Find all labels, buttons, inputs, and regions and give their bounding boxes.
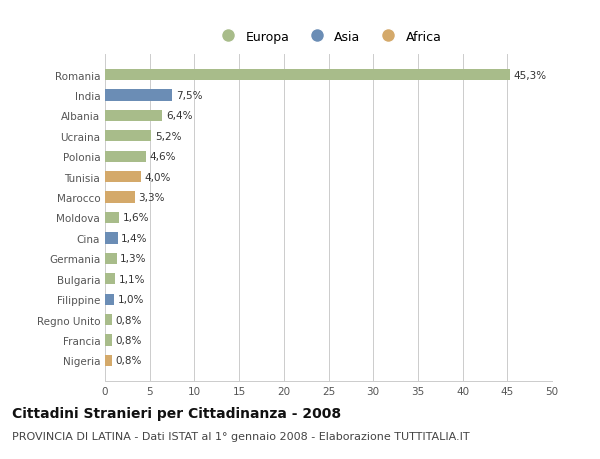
Text: 5,2%: 5,2% [155,132,182,141]
Text: 3,3%: 3,3% [138,193,164,203]
Text: 4,0%: 4,0% [145,172,171,182]
Bar [105,253,116,264]
Bar [105,294,114,305]
Text: 1,0%: 1,0% [118,295,144,304]
Bar [105,335,112,346]
Legend: Europa, Asia, Africa: Europa, Asia, Africa [211,25,446,48]
Text: 1,1%: 1,1% [118,274,145,284]
Text: 0,8%: 0,8% [116,335,142,345]
Bar [105,274,115,285]
Text: 4,6%: 4,6% [150,152,176,162]
Bar [105,314,112,325]
Text: PROVINCIA DI LATINA - Dati ISTAT al 1° gennaio 2008 - Elaborazione TUTTITALIA.IT: PROVINCIA DI LATINA - Dati ISTAT al 1° g… [12,431,470,442]
Bar [105,172,141,183]
Bar [105,90,172,101]
Bar [105,213,119,224]
Text: 6,4%: 6,4% [166,111,192,121]
Bar [105,151,146,162]
Text: 1,4%: 1,4% [121,233,148,243]
Text: 0,8%: 0,8% [116,315,142,325]
Bar [105,233,118,244]
Bar [105,192,134,203]
Text: 7,5%: 7,5% [176,91,202,101]
Text: 0,8%: 0,8% [116,356,142,365]
Text: 45,3%: 45,3% [514,71,547,80]
Bar [105,70,510,81]
Bar [105,131,151,142]
Bar [105,355,112,366]
Text: 1,3%: 1,3% [120,254,146,264]
Bar [105,111,162,122]
Text: 1,6%: 1,6% [123,213,149,223]
Text: Cittadini Stranieri per Cittadinanza - 2008: Cittadini Stranieri per Cittadinanza - 2… [12,406,341,420]
